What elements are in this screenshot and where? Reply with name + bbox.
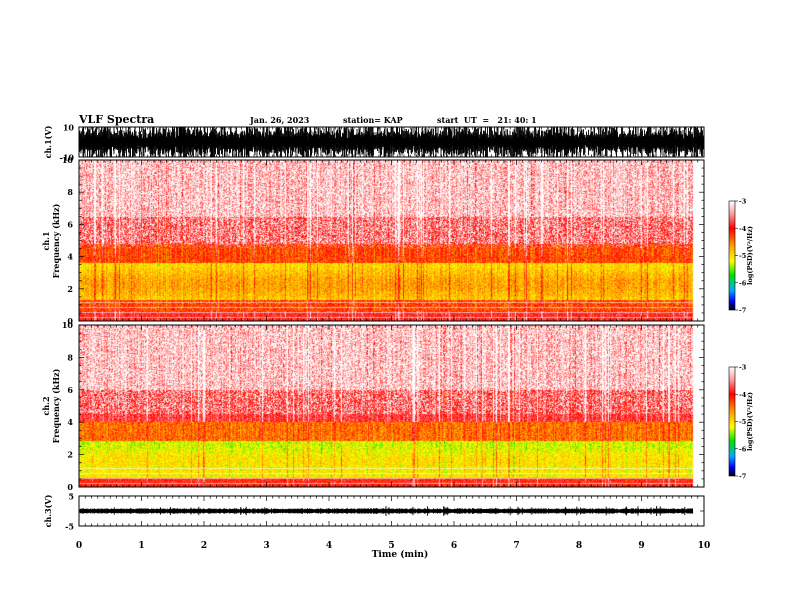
- ch1-spectrogram-channel-label: ch.1: [41, 231, 51, 250]
- ch1-waveform-ticks: [78, 126, 705, 158]
- ch1-waveform-ylabel: ch.1(V): [43, 125, 53, 158]
- freq-ticklabel: 2: [67, 284, 73, 294]
- freq-ticklabel: 6: [67, 219, 73, 229]
- time-axis-ticklabel: 1: [138, 541, 144, 551]
- time-axis-ticklabel: 2: [201, 541, 207, 551]
- colorbar-ticklabel: -3: [739, 364, 747, 372]
- freq-ticklabel: 6: [67, 385, 73, 395]
- ch3-waveform-ylabel: ch.3(V): [43, 494, 53, 527]
- colorbar-ticklabel: -3: [739, 198, 747, 206]
- ch2-colorbar-ticks: -3 -4 -5 -6 -7: [735, 364, 747, 481]
- time-axis-ticklabel: 8: [576, 541, 582, 551]
- colorbar-ticklabel: -4: [739, 225, 747, 233]
- colorbar-ticklabel: -7: [739, 307, 746, 315]
- ch3-waveform-trace: [79, 506, 694, 516]
- time-axis-label: Time (min): [372, 549, 429, 560]
- ch1-waveform-trace: [79, 127, 704, 157]
- ch2-spectrogram-image-holder: [79, 325, 704, 487]
- time-axis-ticklabel: 3: [263, 541, 269, 551]
- ch1-colorbar-ticks: -3 -4 -5 -6 -7: [735, 198, 747, 315]
- ch1-spectrogram-image-holder: [79, 160, 704, 321]
- ch1-waveform-panel: 10 -10 ch.1(V): [43, 123, 705, 163]
- ch2-colorbar-scale: [728, 366, 736, 477]
- colorbar-ticklabel: -6: [739, 445, 747, 453]
- colorbar-ticklabel: -4: [739, 391, 747, 399]
- ch1-spectrogram-ylabel: Frequency (kHz): [51, 203, 61, 278]
- ch2-spectrogram-yticklabels: 0 2 4 6 8 10: [62, 320, 74, 492]
- ch1-ytick-top: 10: [63, 123, 75, 133]
- freq-ticklabel: 4: [67, 417, 73, 427]
- freq-ticklabel: 4: [67, 252, 73, 262]
- colorbar-ticklabel: -5: [739, 418, 747, 426]
- ch1-colorbar-label: log(PSD)(V²/Hz): [746, 226, 754, 285]
- ch3-waveform-ticks: [78, 495, 705, 527]
- ch1-spectrogram-image: [79, 160, 704, 321]
- time-axis-ticklabel: 6: [451, 541, 457, 551]
- ch3-ytick-top: 5: [68, 492, 74, 502]
- ch1-waveform-line: [79, 127, 704, 157]
- ch1-colorbar-scale: [728, 200, 736, 311]
- time-axis-ticklabel: 4: [326, 541, 332, 551]
- time-axis-ticklabel: 7: [513, 541, 519, 551]
- ch1-spectrogram-yticklabels: 0 2 4 6 8 10: [62, 155, 74, 326]
- ch2-spectrogram-ticks: [78, 324, 705, 488]
- figure-station: station= KAP: [343, 115, 403, 125]
- time-axis-ticklabels: 0 1 2 3 4 5 6 7 8 9 10: [76, 541, 710, 551]
- freq-ticklabel: 0: [67, 316, 73, 326]
- ch1-spectrogram-ticks: [78, 159, 705, 322]
- freq-ticklabel: 8: [67, 352, 73, 362]
- freq-ticklabel: 10: [62, 155, 74, 165]
- colorbar-ticklabel: -5: [739, 252, 747, 260]
- ch2-spectrogram-ylabel: Frequency (kHz): [51, 368, 61, 443]
- ch2-colorbar: -3 -4 -5 -6 -7 log(PSD)(V²/Hz): [728, 364, 754, 481]
- ch1-spectrogram-panel: 0 2 4 6 8 10 ch.1 Frequency (kHz): [41, 155, 705, 326]
- ch3-waveform-line: [79, 506, 694, 516]
- ch1-colorbar: -3 -4 -5 -6 -7 log(PSD)(V²/Hz): [728, 198, 754, 315]
- freq-ticklabel: 2: [67, 450, 73, 460]
- ch3-waveform-panel: 5 -5 ch.3(V): [43, 492, 705, 532]
- freq-ticklabel: 0: [67, 482, 73, 492]
- time-axis-ticklabel: 0: [76, 541, 82, 551]
- ch2-spectrogram-panel: 0 2 4 6 8 10 ch.2 Frequency (kHz): [41, 320, 705, 492]
- time-axis-ticklabel: 5: [388, 541, 394, 551]
- ch1-ytick-bottom: -10: [60, 153, 75, 163]
- ch2-spectrogram-image: [79, 325, 704, 487]
- freq-ticklabel: 8: [67, 187, 73, 197]
- ch3-ytick-bottom: -5: [65, 522, 74, 532]
- freq-ticklabel: 10: [62, 320, 74, 330]
- time-axis-ticklabel: 10: [698, 541, 711, 551]
- time-axis-ticklabel: 9: [638, 541, 644, 551]
- colorbar-ticklabel: -7: [739, 473, 746, 481]
- figure-title: VLF Spectra: [78, 113, 154, 126]
- colorbar-ticklabel: -6: [739, 279, 747, 287]
- ch2-colorbar-label: log(PSD)(V²/Hz): [746, 392, 754, 451]
- figure-start-ut: start UT = 21: 40: 1: [437, 115, 537, 125]
- figure-date: Jan. 26, 2023: [249, 115, 310, 125]
- ch2-spectrogram-channel-label: ch.2: [41, 396, 51, 415]
